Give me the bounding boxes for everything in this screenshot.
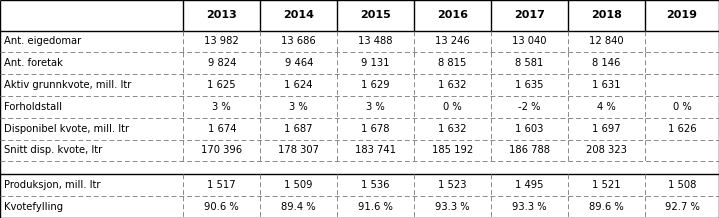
Text: 1 632: 1 632: [439, 80, 467, 90]
Text: 8 815: 8 815: [439, 58, 467, 68]
Text: 0 %: 0 %: [443, 102, 462, 112]
Text: 185 192: 185 192: [432, 145, 473, 155]
Text: 89.6 %: 89.6 %: [589, 202, 624, 212]
Text: 9 131: 9 131: [362, 58, 390, 68]
Text: 93.3 %: 93.3 %: [512, 202, 547, 212]
Text: 1 509: 1 509: [285, 180, 313, 190]
Text: 1 603: 1 603: [516, 124, 544, 134]
Text: 9 464: 9 464: [285, 58, 313, 68]
Text: 1 635: 1 635: [516, 80, 544, 90]
Text: 92.7 %: 92.7 %: [664, 202, 700, 212]
Text: 12 840: 12 840: [589, 36, 624, 46]
Text: 1 517: 1 517: [208, 180, 236, 190]
Text: 186 788: 186 788: [509, 145, 550, 155]
Text: 1 536: 1 536: [362, 180, 390, 190]
Text: 1 629: 1 629: [362, 80, 390, 90]
Text: 2013: 2013: [206, 10, 237, 20]
Text: 2016: 2016: [437, 10, 468, 20]
Text: Ant. eigedomar: Ant. eigedomar: [4, 36, 81, 46]
Text: 1 678: 1 678: [362, 124, 390, 134]
Text: Forholdstall: Forholdstall: [4, 102, 63, 112]
Text: 2014: 2014: [283, 10, 314, 20]
Text: 1 625: 1 625: [208, 80, 236, 90]
Text: 91.6 %: 91.6 %: [358, 202, 393, 212]
Text: 8 146: 8 146: [592, 58, 620, 68]
Text: 208 323: 208 323: [586, 145, 627, 155]
Text: 2015: 2015: [360, 10, 391, 20]
Text: 1 521: 1 521: [592, 180, 620, 190]
Text: 8 581: 8 581: [516, 58, 544, 68]
Text: 90.6 %: 90.6 %: [204, 202, 239, 212]
Text: 1 624: 1 624: [285, 80, 313, 90]
Text: 9 824: 9 824: [208, 58, 236, 68]
Text: 2017: 2017: [514, 10, 545, 20]
Text: -2 %: -2 %: [518, 102, 541, 112]
Text: 1 626: 1 626: [668, 124, 696, 134]
Text: 183 741: 183 741: [355, 145, 396, 155]
Text: 1 523: 1 523: [439, 180, 467, 190]
Text: 3 %: 3 %: [366, 102, 385, 112]
Text: Aktiv grunnkvote, mill. ltr: Aktiv grunnkvote, mill. ltr: [4, 80, 132, 90]
Text: 13 246: 13 246: [435, 36, 470, 46]
Text: 13 488: 13 488: [359, 36, 393, 46]
Text: 2019: 2019: [667, 10, 697, 20]
Text: 2018: 2018: [591, 10, 622, 20]
Text: Ant. foretak: Ant. foretak: [4, 58, 63, 68]
Text: 1 687: 1 687: [285, 124, 313, 134]
Text: 89.4 %: 89.4 %: [281, 202, 316, 212]
Text: 170 396: 170 396: [201, 145, 242, 155]
Text: 13 686: 13 686: [281, 36, 316, 46]
Text: 178 307: 178 307: [278, 145, 319, 155]
Text: 4 %: 4 %: [597, 102, 616, 112]
Text: 1 495: 1 495: [516, 180, 544, 190]
Text: Produksjon, mill. ltr: Produksjon, mill. ltr: [4, 180, 101, 190]
Text: 13 040: 13 040: [513, 36, 546, 46]
Text: 1 631: 1 631: [592, 80, 620, 90]
Text: 1 674: 1 674: [208, 124, 236, 134]
Text: 3 %: 3 %: [212, 102, 232, 112]
Text: 93.3 %: 93.3 %: [435, 202, 470, 212]
Text: 13 982: 13 982: [204, 36, 239, 46]
Text: Kvotefylling: Kvotefylling: [4, 202, 63, 212]
Text: 1 632: 1 632: [439, 124, 467, 134]
Text: 1 508: 1 508: [668, 180, 696, 190]
Text: Snitt disp. kvote, ltr: Snitt disp. kvote, ltr: [4, 145, 103, 155]
Text: Disponibel kvote, mill. ltr: Disponibel kvote, mill. ltr: [4, 124, 129, 134]
Text: 0 %: 0 %: [672, 102, 692, 112]
Text: 3 %: 3 %: [289, 102, 308, 112]
Text: 1 697: 1 697: [592, 124, 620, 134]
